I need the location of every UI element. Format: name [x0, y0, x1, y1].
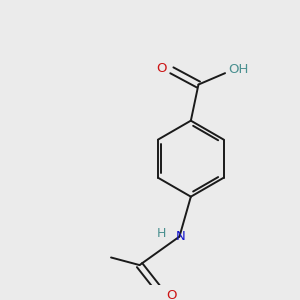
Text: OH: OH	[228, 63, 248, 76]
Text: N: N	[176, 230, 185, 243]
Text: O: O	[157, 62, 167, 75]
Text: H: H	[157, 227, 166, 240]
Text: O: O	[166, 289, 177, 300]
